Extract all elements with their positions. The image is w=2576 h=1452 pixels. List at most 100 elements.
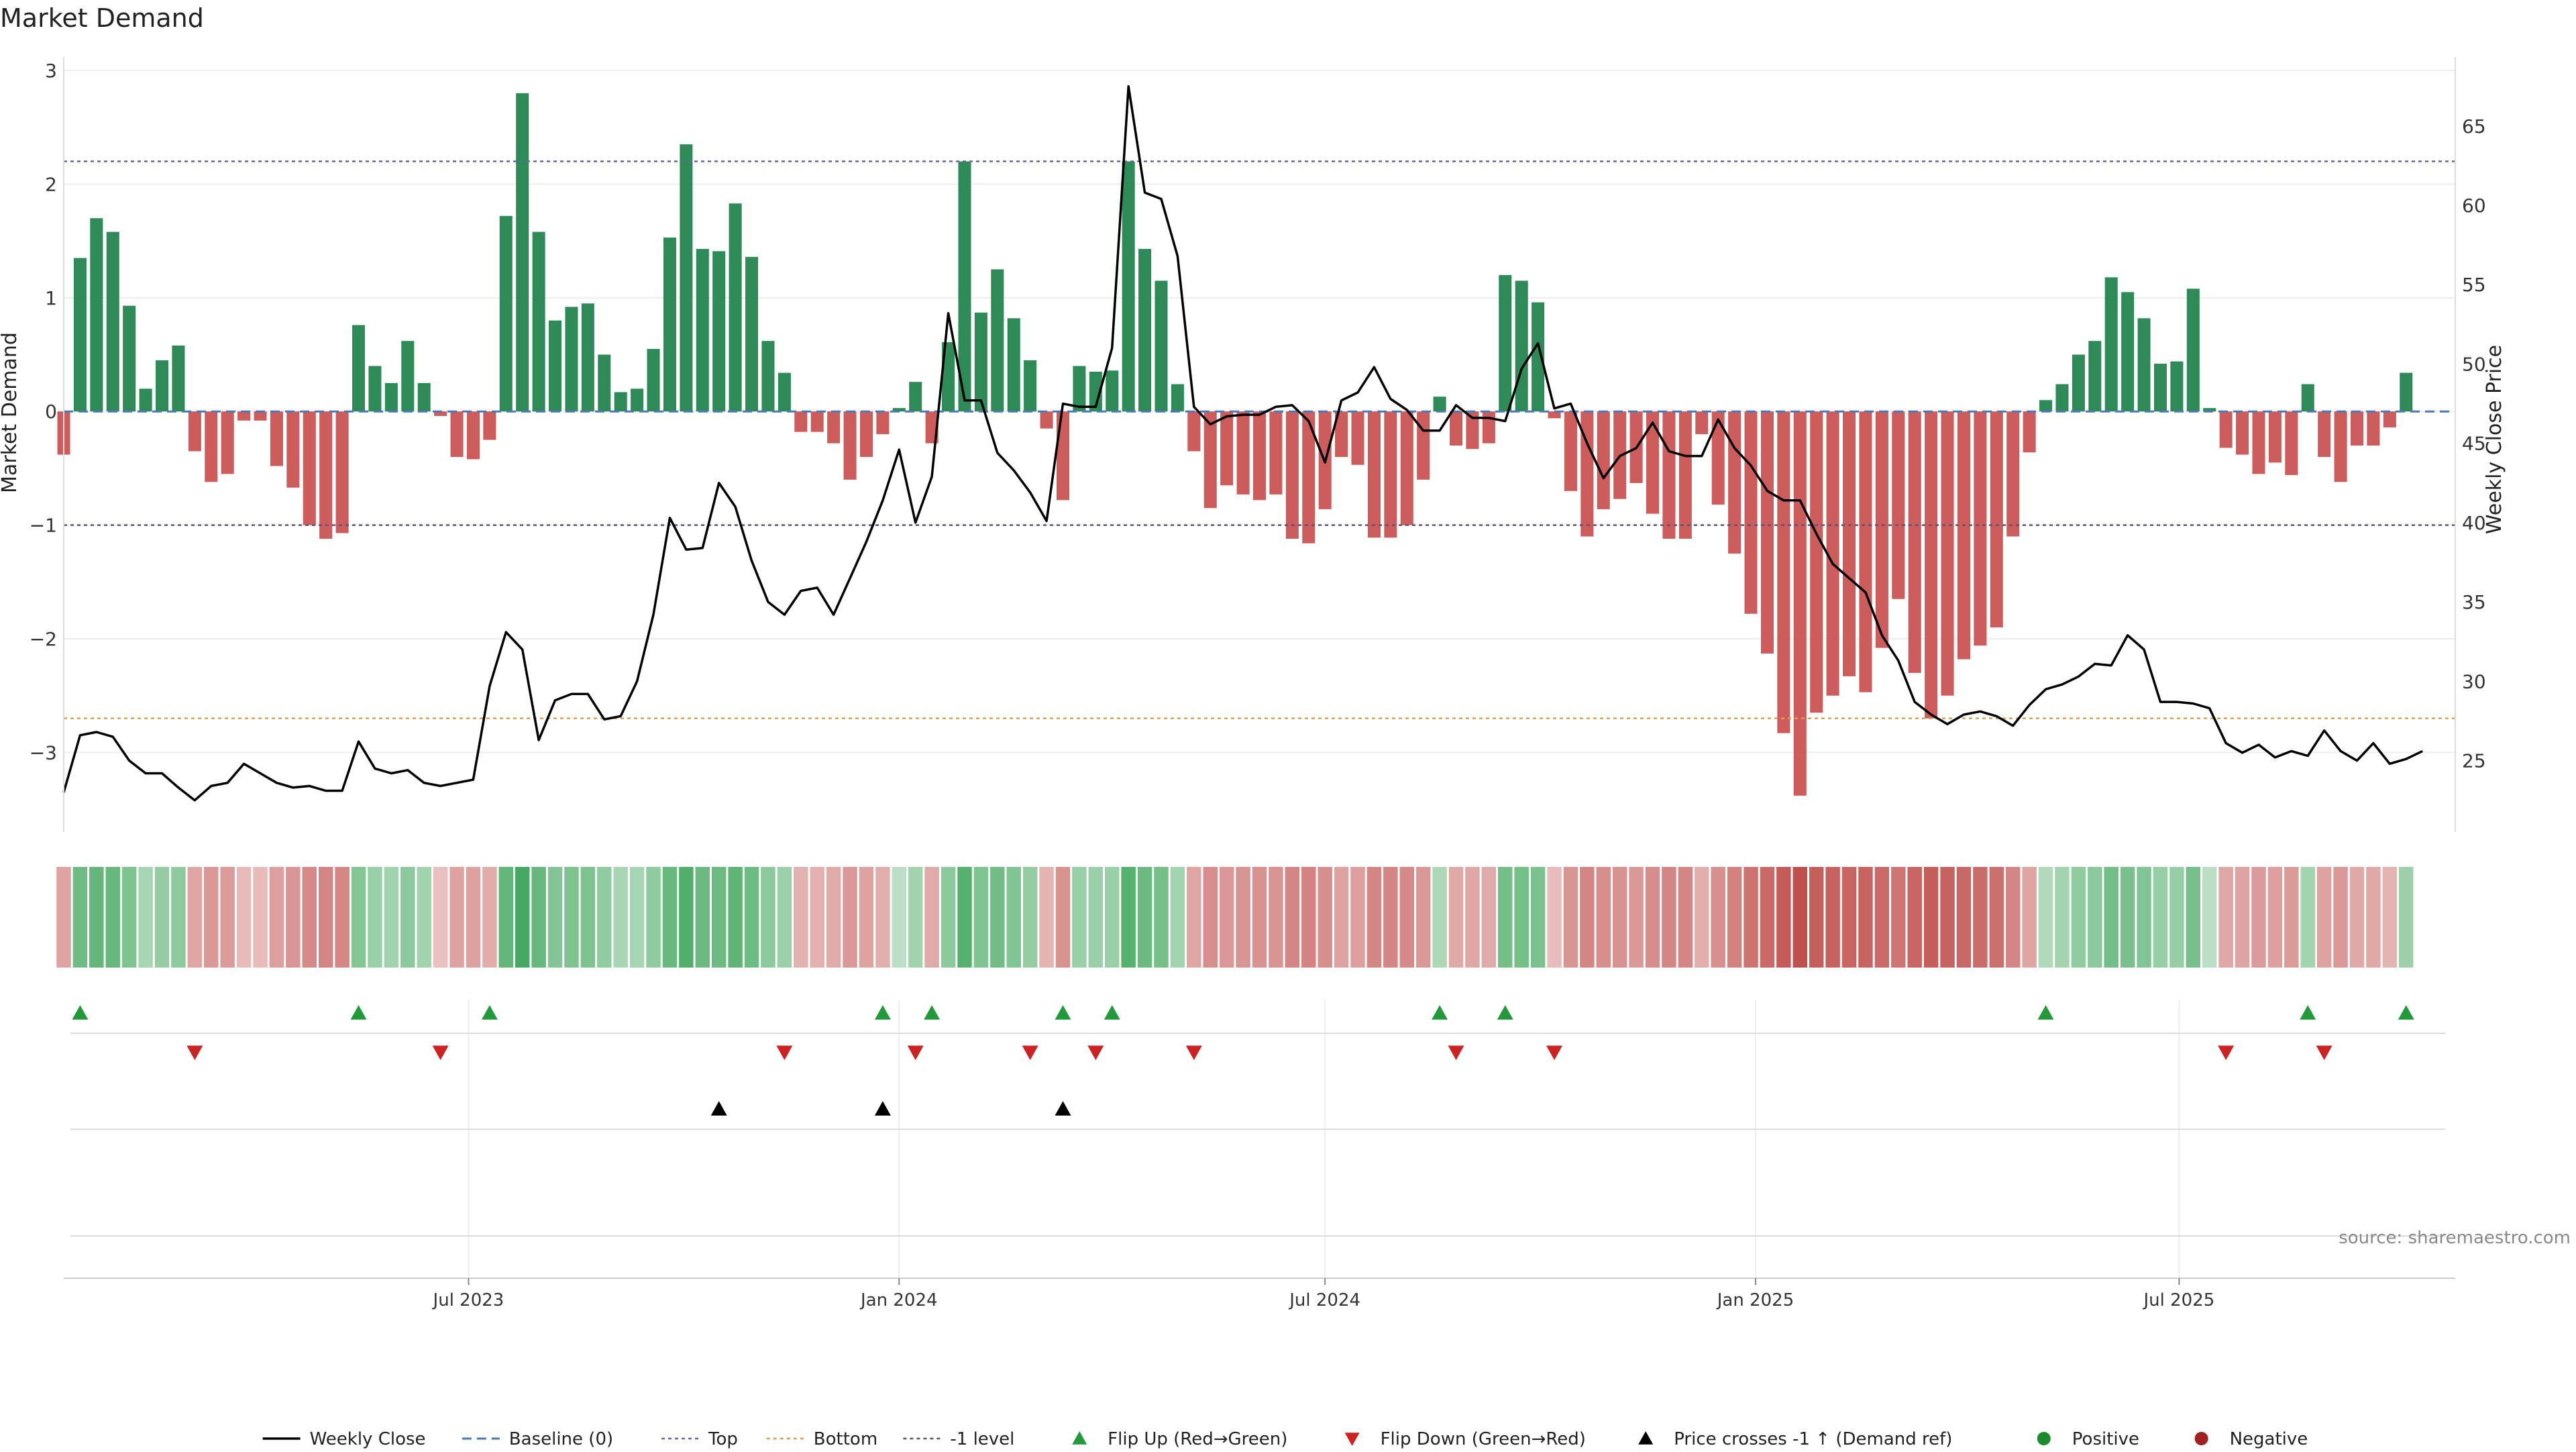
heat-cell [1137, 867, 1152, 968]
heat-cell [2300, 867, 2315, 968]
heat-cell [1498, 867, 1513, 968]
heat-cell [1039, 867, 1054, 968]
heat-cell [892, 867, 907, 968]
weekly-close-line [62, 85, 2423, 802]
chart-title: Market Demand [0, 3, 204, 33]
heat-cell [2284, 867, 2299, 968]
axes-layer: 3 2 1 0 −1 −2 −3 65 60 55 50 45 40 35 30 25 [30, 57, 2486, 832]
demand-bar [2318, 411, 2331, 457]
demand-bar [1089, 371, 1102, 412]
demand-bar [450, 411, 464, 457]
demand-bar [254, 411, 267, 421]
demand-bar [1236, 411, 1250, 495]
heat-cell [2235, 867, 2250, 968]
demand-bar [777, 372, 791, 412]
grid-layer [64, 70, 2455, 1278]
flip-up-marker [1497, 1005, 1513, 1020]
demand-bar [1990, 411, 2003, 628]
heat-cell [1318, 867, 1332, 968]
heat-cell [843, 867, 857, 968]
heat-cell [1792, 867, 1808, 968]
demand-bar [1843, 411, 1856, 676]
demand-bar [205, 411, 218, 482]
demand-bar [761, 341, 775, 412]
heat-cell [1366, 867, 1382, 968]
demand-bar [1744, 411, 1758, 614]
demand-bar [2137, 318, 2151, 412]
signal-markers [70, 1005, 2445, 1237]
demand-bar [2350, 411, 2364, 446]
demand-bar [401, 341, 415, 412]
heat-cell [302, 867, 317, 968]
legend-item-weekly_close: Weekly Close [262, 1429, 426, 1449]
flip-down-marker [1087, 1045, 1104, 1060]
demand-bar [1548, 411, 1561, 419]
heat-cell [1743, 867, 1758, 968]
heat-cell [89, 867, 104, 968]
demand-bar [2367, 411, 2380, 446]
demand-bar [2072, 354, 2085, 412]
heat-cell [613, 867, 628, 968]
demand-bar [1941, 411, 1954, 696]
demand-bar [2088, 341, 2102, 412]
heat-cell [1203, 867, 1218, 968]
heat-cell [1956, 867, 1972, 968]
heat-cell [1809, 867, 1824, 968]
demand-bar [647, 349, 660, 412]
heat-cell [531, 867, 546, 968]
demand-bar [2186, 289, 2200, 412]
demand-bar [1515, 280, 1528, 412]
heat-cell [1104, 867, 1120, 968]
demand-bar [466, 411, 480, 460]
heat-cell [1285, 867, 1300, 968]
demand-bar [892, 408, 906, 412]
demand-bar [352, 325, 366, 412]
demand-bar [1024, 360, 1037, 412]
heat-cell [1415, 867, 1431, 968]
flip-up-marker [2300, 1005, 2316, 1020]
heat-cell [646, 867, 661, 968]
heat-cell [826, 867, 841, 968]
heat-cell [138, 867, 153, 968]
x-tick-label: Jan 2025 [1716, 1290, 1794, 1310]
demand-bar [1892, 411, 1905, 599]
x-tick-label: Jan 2024 [859, 1290, 938, 1310]
heat-cell [1874, 867, 1890, 968]
demand-bar [2153, 364, 2167, 412]
legend-item-positive: Positive [2037, 1429, 2139, 1449]
heat-cell [105, 867, 120, 968]
demand-bar [1285, 411, 1299, 539]
heat-cell [515, 867, 530, 968]
heat-cell [679, 867, 694, 968]
demand-bar [1040, 411, 1053, 429]
demand-bar [614, 392, 627, 412]
demand-bar [417, 382, 431, 412]
demand-bar [991, 269, 1004, 412]
heat-cell [547, 867, 563, 968]
legend-label: Positive [2072, 1429, 2139, 1449]
heat-cell [1121, 867, 1136, 968]
demand-bar [1580, 411, 1594, 537]
demand-bar [1220, 411, 1234, 486]
demand-bar [1466, 411, 1479, 450]
y-tick-label: 3 [45, 60, 57, 82]
heat-cell [941, 867, 956, 968]
demand-bar [73, 258, 87, 412]
x-axis: Jul 2023 Jan 2024 Jul 2024 Jan 2025 Jul 2025 [64, 1278, 2455, 1310]
demand-bar [565, 307, 578, 412]
demand-bar [1793, 411, 1807, 796]
flip-up-marker [1104, 1005, 1120, 1020]
heat-cell [1219, 867, 1234, 968]
demand-bar [319, 411, 333, 539]
demand-bar [172, 345, 185, 412]
demand-bar [810, 411, 824, 432]
legend-item-flip_up: Flip Up (Red→Green) [1072, 1429, 1287, 1449]
heat-cell [269, 867, 284, 968]
demand-bar [794, 411, 808, 432]
heat-cell [1236, 867, 1250, 968]
flip-down-marker [1546, 1045, 1563, 1060]
heat-cell [1514, 867, 1529, 968]
price-cross-marker [710, 1101, 727, 1116]
x-tick-label: Jul 2025 [2142, 1290, 2214, 1310]
demand-bar [859, 411, 873, 457]
